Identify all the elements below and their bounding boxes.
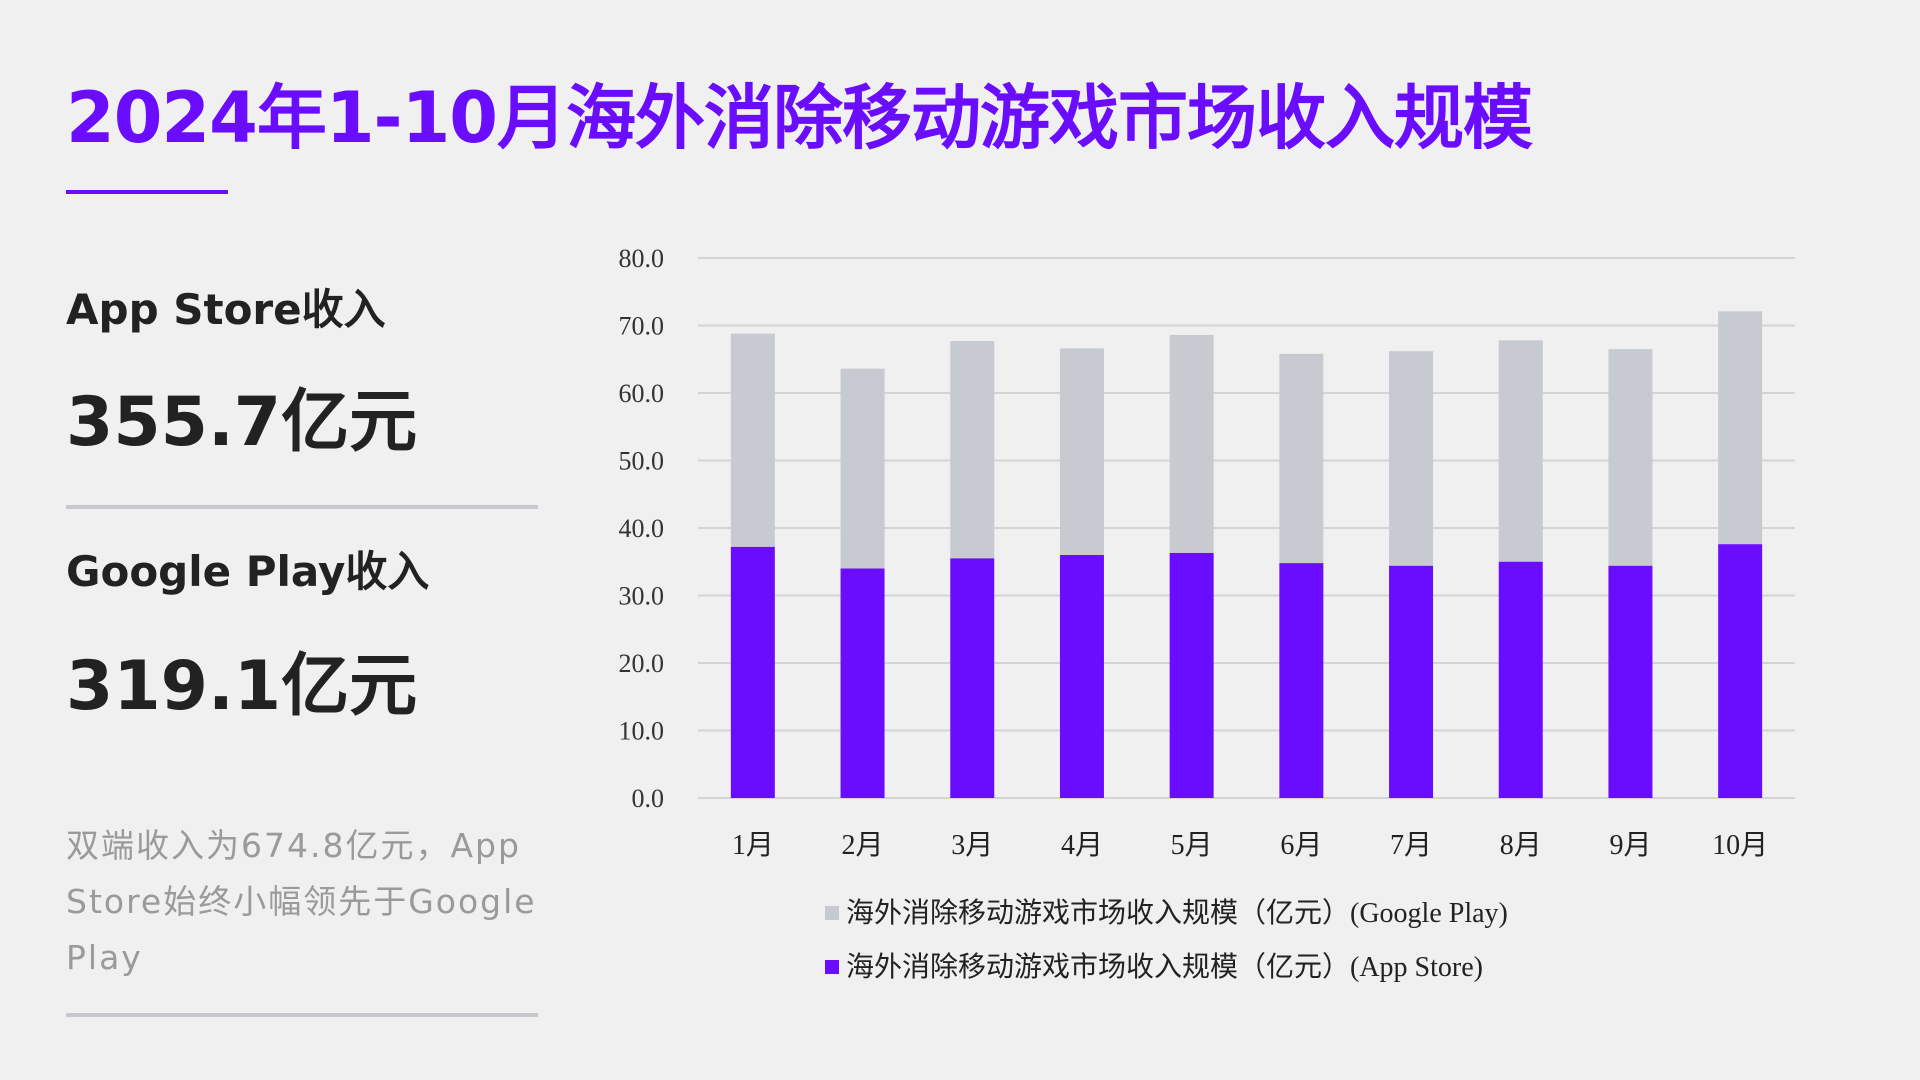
app-store-revenue-value: 355.7亿元 <box>66 383 418 462</box>
legend-swatch <box>825 906 839 920</box>
y-tick-label: 10.0 <box>619 717 665 746</box>
bar-app-store <box>1059 555 1104 798</box>
legend-swatch <box>825 960 839 974</box>
bar-google-play <box>1279 353 1324 564</box>
bar-google-play <box>730 333 775 547</box>
google-play-revenue-label: Google Play收入 <box>66 547 430 596</box>
bar-google-play <box>1059 348 1104 555</box>
x-tick-label: 2月 <box>842 830 884 861</box>
x-tick-label: 9月 <box>1609 830 1651 861</box>
bar-app-store <box>840 568 885 798</box>
bar-google-play <box>1498 340 1543 562</box>
divider <box>66 1013 538 1017</box>
x-tick-label: 5月 <box>1171 830 1213 861</box>
y-tick-label: 50.0 <box>619 447 665 476</box>
y-tick-label: 30.0 <box>619 582 665 611</box>
bar-app-store <box>1718 544 1763 798</box>
y-tick-label: 70.0 <box>619 312 665 341</box>
bar-app-store <box>1498 561 1543 798</box>
bar-google-play <box>840 368 885 569</box>
y-tick-label: 40.0 <box>619 514 665 543</box>
x-tick-label: 10月 <box>1712 830 1768 861</box>
x-tick-label: 3月 <box>951 830 993 861</box>
bar-google-play <box>1389 351 1434 566</box>
x-tick-label: 7月 <box>1390 830 1432 861</box>
bar-google-play <box>1718 311 1763 545</box>
x-tick-label: 8月 <box>1500 830 1542 861</box>
bar-app-store <box>730 546 775 798</box>
legend-label: 海外消除移动游戏市场收入规模（亿元）(App Store) <box>846 951 1483 983</box>
bar-app-store <box>950 558 995 798</box>
stacked-bar-chart: 0.0 10.0 20.0 30.0 40.0 50.0 60.0 70.0 80.0 1月 2月 3… <box>619 244 1795 983</box>
bar-app-store <box>1279 563 1324 798</box>
x-tick-label: 1月 <box>732 830 774 861</box>
x-tick-label: 6月 <box>1280 830 1322 861</box>
bar-app-store <box>1169 552 1214 798</box>
bar-google-play <box>950 341 995 559</box>
x-tick-label: 4月 <box>1061 830 1103 861</box>
y-tick-label: 60.0 <box>619 379 665 408</box>
y-tick-label: 80.0 <box>619 244 665 273</box>
bar-app-store <box>1389 565 1434 798</box>
bar-google-play <box>1608 349 1653 566</box>
y-tick-label: 20.0 <box>619 649 665 678</box>
bar-google-play <box>1169 334 1214 553</box>
page-title: 2024年1-10月海外消除移动游戏市场收入规模 <box>66 77 1533 159</box>
y-tick-label: 0.0 <box>632 784 665 813</box>
divider <box>66 505 538 509</box>
legend-label: 海外消除移动游戏市场收入规模（亿元）(Google Play) <box>846 897 1508 929</box>
app-store-revenue-label: App Store收入 <box>66 285 386 334</box>
title-underline <box>66 190 228 194</box>
summary-note: 双端收入为674.8亿元，App Store始终小幅领先于Google Play <box>66 826 537 977</box>
google-play-revenue-value: 319.1亿元 <box>66 647 418 726</box>
bar-app-store <box>1608 565 1653 798</box>
